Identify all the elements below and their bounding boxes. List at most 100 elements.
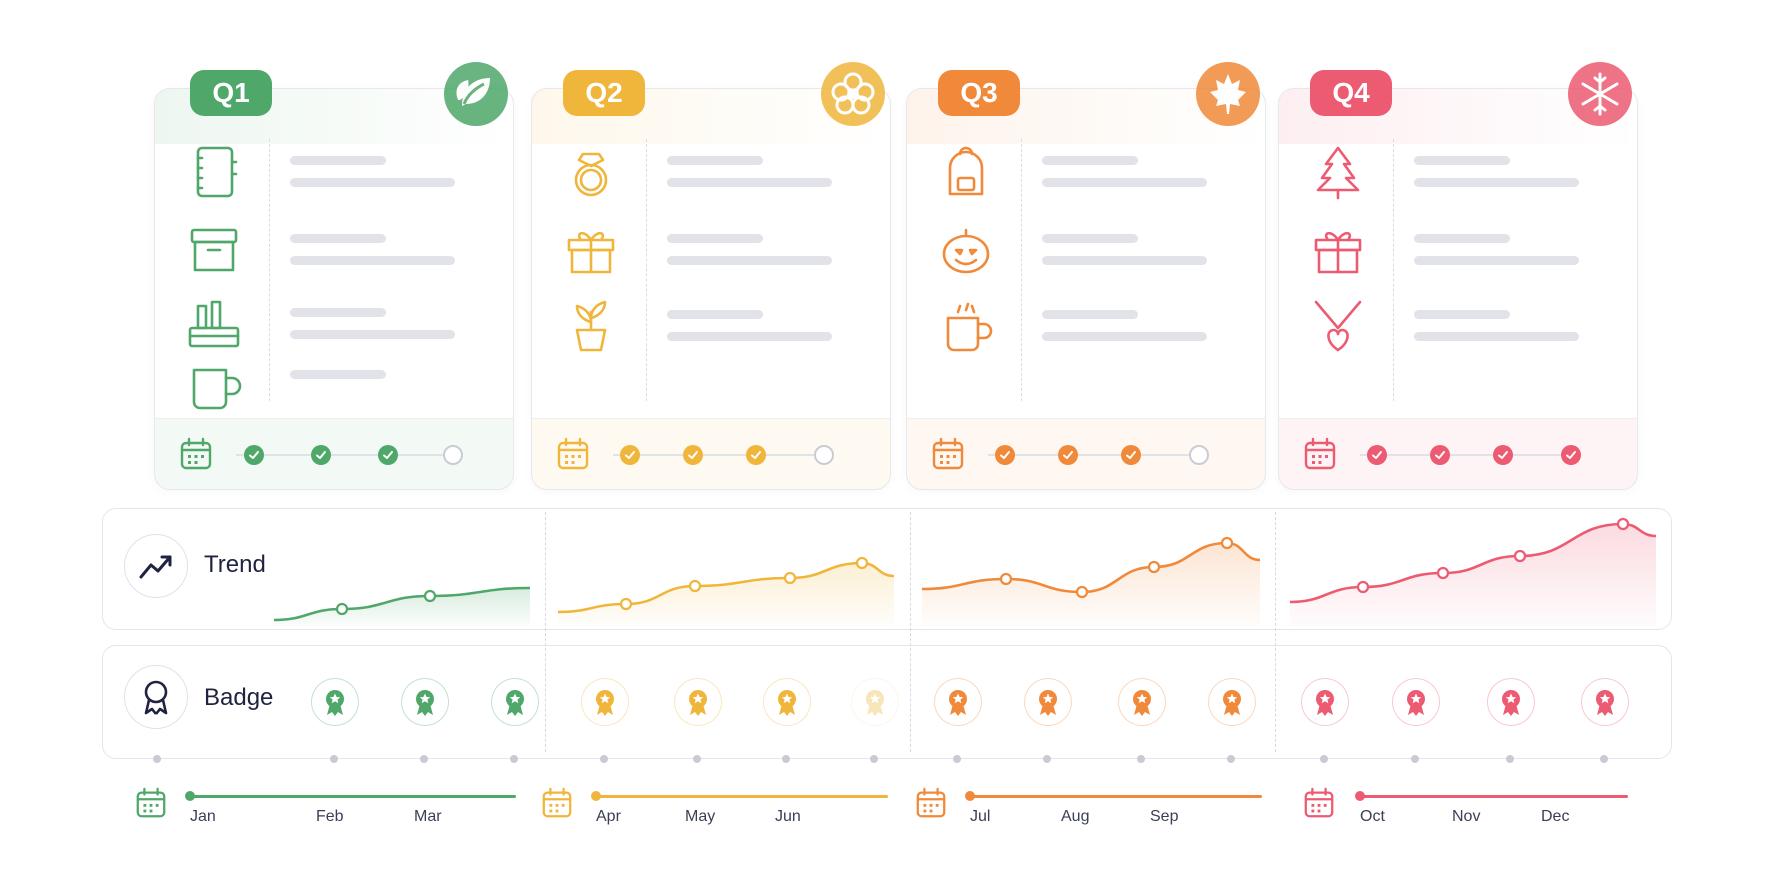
notebook-icon — [182, 140, 246, 204]
progress-step-pending — [1189, 445, 1209, 465]
heart-necklace-icon — [1306, 294, 1370, 358]
quarter-label: Q3 — [938, 70, 1020, 116]
pumpkin-icon — [934, 218, 998, 282]
progress-track — [988, 454, 1198, 456]
timeline-line — [1360, 795, 1628, 798]
quarter-card-q3 — [906, 88, 1266, 490]
award-badge-icon — [491, 678, 539, 726]
award-badge-icon — [1208, 678, 1256, 726]
month-label: Mar — [414, 808, 442, 825]
month-label: Aug — [1061, 808, 1090, 825]
check-icon — [1126, 451, 1136, 459]
gift-icon — [559, 218, 623, 282]
tick-dot — [1320, 755, 1328, 763]
tick-dot — [1137, 755, 1145, 763]
progress-step-done — [995, 445, 1015, 465]
quarter-label: Q4 — [1310, 70, 1392, 116]
flower-icon — [821, 62, 885, 126]
placeholder-line — [1414, 234, 1510, 243]
tick-dot — [153, 755, 161, 763]
calendar-icon — [555, 436, 591, 472]
progress-track — [1360, 454, 1570, 456]
backpack-icon — [934, 140, 998, 204]
award-badge-icon — [401, 678, 449, 726]
award-badge-icon — [1301, 678, 1349, 726]
check-icon — [316, 451, 326, 459]
calendar-icon — [178, 436, 214, 472]
progress-step-done — [683, 445, 703, 465]
progress-step-done — [1561, 445, 1581, 465]
month-label: Apr — [596, 808, 621, 825]
placeholder-line — [667, 256, 832, 265]
check-icon — [383, 451, 393, 459]
placeholder-line — [290, 330, 455, 339]
trend-label: Trend — [204, 551, 266, 578]
tick-dot — [510, 755, 518, 763]
placeholder-line — [1042, 156, 1138, 165]
timeline-start-dot — [591, 791, 601, 801]
snowflake-icon — [1568, 62, 1632, 126]
placeholder-line — [1414, 310, 1510, 319]
progress-step-done — [1430, 445, 1450, 465]
placeholder-line — [1042, 310, 1138, 319]
leaf-icon — [444, 62, 508, 126]
tick-dot — [953, 755, 961, 763]
check-icon — [1498, 451, 1508, 459]
month-label: Dec — [1541, 808, 1570, 825]
month-label: Oct — [1360, 808, 1385, 825]
progress-step-done — [620, 445, 640, 465]
award-badge-icon — [1487, 678, 1535, 726]
placeholder-line — [1414, 256, 1579, 265]
gift-icon — [1306, 218, 1370, 282]
award-badge-icon — [1392, 678, 1440, 726]
check-icon — [1372, 451, 1382, 459]
tick-dot — [1411, 755, 1419, 763]
progress-step-done — [378, 445, 398, 465]
placeholder-line — [290, 370, 386, 379]
badge-label: Badge — [204, 684, 274, 711]
calendar-icon — [930, 436, 966, 472]
tick-dot — [330, 755, 338, 763]
placeholder-line — [667, 310, 763, 319]
month-label: May — [685, 808, 716, 825]
placeholder-line — [290, 178, 455, 187]
tick-dot — [420, 755, 428, 763]
christmas-tree-icon — [1306, 140, 1370, 204]
placeholder-line — [1414, 156, 1510, 165]
placeholder-line — [667, 234, 763, 243]
placeholder-line — [667, 156, 763, 165]
placeholder-line — [667, 332, 832, 341]
check-icon — [1566, 451, 1576, 459]
timeline-start-dot — [1355, 791, 1365, 801]
placeholder-line — [1042, 332, 1207, 341]
check-icon — [751, 451, 761, 459]
progress-step-done — [1121, 445, 1141, 465]
check-icon — [1000, 451, 1010, 459]
progress-step-pending — [443, 445, 463, 465]
potted-plant-icon — [559, 294, 623, 358]
check-icon — [625, 451, 635, 459]
trend-row — [102, 508, 1672, 630]
pencil-holder-icon — [182, 292, 246, 356]
quarter-label: Q2 — [563, 70, 645, 116]
calendar-icon — [1302, 436, 1338, 472]
check-icon — [249, 451, 259, 459]
award-badge-icon — [851, 678, 899, 726]
progress-track — [236, 454, 446, 456]
timeline-start-dot — [965, 791, 975, 801]
placeholder-line — [290, 156, 386, 165]
placeholder-line — [1042, 234, 1138, 243]
progress-step-done — [311, 445, 331, 465]
timeline-calendar-icon — [134, 786, 168, 820]
month-label: Sep — [1150, 808, 1179, 825]
timeline-line — [970, 795, 1262, 798]
placeholder-line — [1414, 178, 1579, 187]
timeline-line — [596, 795, 888, 798]
check-icon — [1063, 451, 1073, 459]
quarter-label: Q1 — [190, 70, 272, 116]
progress-step-done — [1058, 445, 1078, 465]
progress-step-done — [1493, 445, 1513, 465]
month-label: Nov — [1452, 808, 1481, 825]
award-badge-icon — [1581, 678, 1629, 726]
tick-dot — [600, 755, 608, 763]
